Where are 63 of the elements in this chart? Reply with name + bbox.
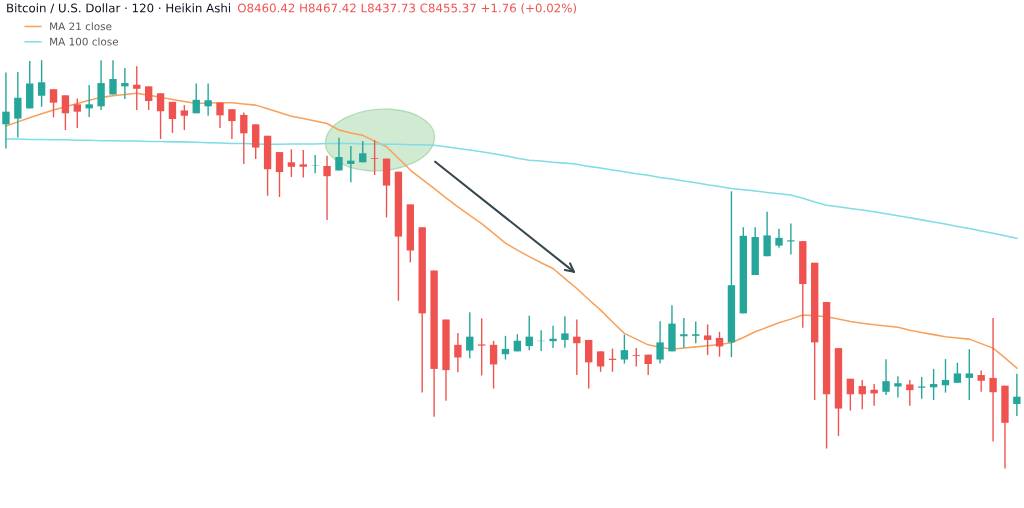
chart-subtitle: O8460.42 H8467.42 L8437.73 C8455.37 +1.76 (+0.02%) <box>237 3 577 14</box>
candlestick <box>977 369 985 393</box>
candlestick <box>323 155 331 221</box>
candlestick <box>882 358 890 396</box>
candlestick <box>858 379 866 411</box>
candlestick <box>61 94 70 131</box>
candlestick <box>620 333 629 365</box>
candlestick <box>906 379 914 407</box>
candlestick <box>953 362 962 384</box>
candlestick <box>454 332 462 373</box>
candlestick <box>370 139 379 176</box>
candlestick <box>240 111 248 165</box>
candlestick <box>846 378 855 412</box>
candlestick <box>477 317 486 377</box>
candlestick <box>466 311 474 360</box>
candlestick <box>561 315 569 349</box>
chart-title: Bitcoin / U.S. Dollar · 120 · Heikin Ashi <box>7 3 231 14</box>
candlestick <box>585 339 593 390</box>
candlestick <box>299 149 307 179</box>
candlestick <box>763 211 771 257</box>
candlestick <box>133 65 141 111</box>
candlestick <box>252 123 260 160</box>
candlestick <box>692 320 700 344</box>
candlestick <box>97 59 105 111</box>
candlestick <box>703 323 712 356</box>
candlestick <box>49 88 58 119</box>
candlestick <box>121 67 129 100</box>
candlestick <box>656 320 664 365</box>
candlestick <box>85 84 93 118</box>
candlestick <box>941 358 950 394</box>
candlestick <box>596 350 605 373</box>
candlestick <box>489 340 498 390</box>
candlestick <box>347 145 355 184</box>
candlestick <box>680 317 688 349</box>
candlestick <box>775 228 783 249</box>
candlestick <box>168 101 177 134</box>
candlestick <box>2 71 10 150</box>
candlestick <box>144 85 153 111</box>
legend-label: MA 21 close <box>50 22 112 31</box>
candlestick <box>156 92 165 140</box>
candlestick <box>632 347 640 368</box>
candlestick <box>228 108 236 140</box>
candlestick <box>335 137 343 172</box>
legend-label: MA 100 close <box>50 37 119 46</box>
candlestick <box>501 335 510 361</box>
candlestick <box>573 318 581 376</box>
candlestick <box>965 348 973 401</box>
candlestick <box>989 317 997 443</box>
candlestick <box>287 148 296 178</box>
candlestick <box>204 82 212 117</box>
candlestick <box>525 315 533 351</box>
candlestick <box>1013 373 1021 417</box>
candlestick <box>275 151 284 198</box>
candlestick <box>37 59 46 108</box>
candlestick <box>14 71 22 139</box>
candlestick <box>787 222 795 256</box>
candlestick <box>109 59 117 96</box>
candlestick <box>73 97 81 129</box>
candlestick <box>918 376 926 400</box>
candlestick <box>180 104 189 131</box>
candlestick <box>216 101 224 129</box>
candlestick <box>894 375 902 399</box>
candlestick <box>192 82 200 114</box>
